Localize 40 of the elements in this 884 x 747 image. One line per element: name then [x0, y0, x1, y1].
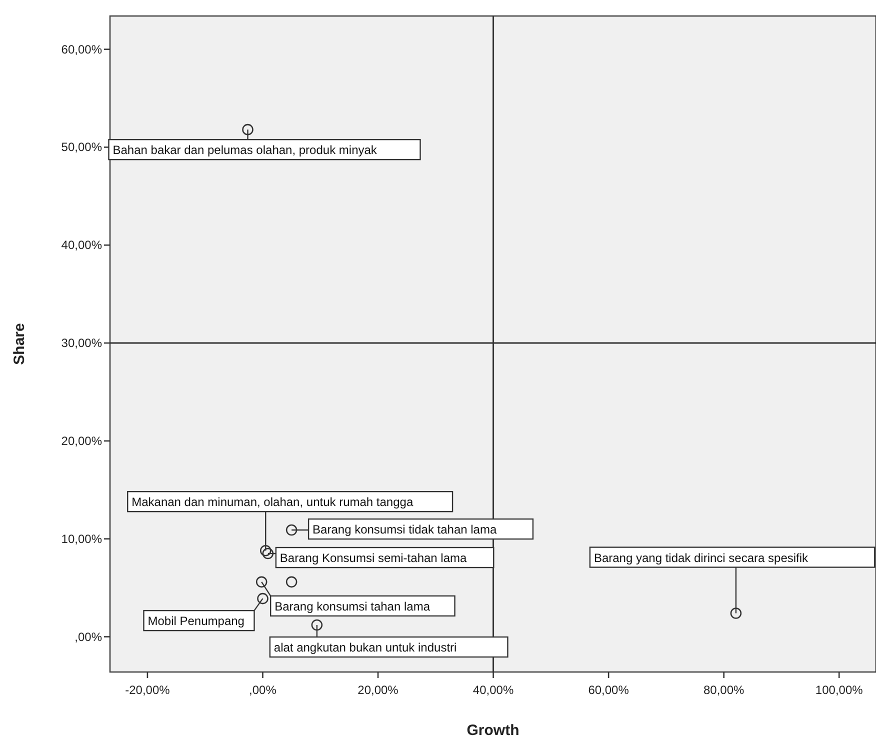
- x-tick-label: ,00%: [249, 683, 277, 697]
- y-tick-label: 20,00%: [61, 434, 102, 448]
- callout: Bahan bakar dan pelumas olahan, produk minyak: [108, 130, 421, 160]
- annotation: Barang Konsumsi semi-tahan lama: [280, 551, 468, 566]
- y-tick-label: 50,00%: [61, 140, 102, 154]
- point: [262, 548, 274, 560]
- annotation: Barang yang tidak dirinci secara spesifik: [594, 550, 810, 565]
- y-tick-label: ,00%: [74, 630, 102, 644]
- y-tick-label: 30,00%: [61, 336, 102, 350]
- point: [257, 592, 268, 604]
- point: [242, 124, 254, 136]
- x-tick-label: -20,00%: [125, 683, 170, 697]
- annotation: alat angkutan bukan untuk industri: [274, 640, 457, 655]
- annotation: Bahan bakar dan pelumas olahan, produk minyak: [112, 143, 378, 158]
- y-axis-title: Share: [11, 323, 28, 365]
- point: [286, 524, 298, 536]
- x-tick-label: 60,00%: [588, 683, 630, 697]
- y-tick-label: 10,00%: [61, 532, 102, 546]
- callout: Barang yang tidak dirinci secara spesifik: [589, 546, 876, 614]
- callout: Barang konsumsi tidak tahan lama: [292, 518, 534, 540]
- point: [730, 608, 742, 619]
- callout: Barang konsumsi tahan lama: [261, 582, 456, 617]
- annotation: Barang konsumsi tidak tahan lama: [312, 522, 497, 537]
- x-tick-label: 100,00%: [815, 683, 864, 697]
- callout: alat angkutan bukan untuk industri: [269, 625, 508, 658]
- point: [311, 619, 323, 631]
- x-axis-title: Growth: [466, 722, 520, 739]
- x-tick-label: 40,00%: [472, 683, 514, 697]
- x-tick-label: 80,00%: [703, 683, 745, 697]
- callout: Mobil Penumpang: [143, 598, 264, 632]
- annotation: Barang konsumsi tahan lama: [274, 599, 430, 614]
- callout: Barang Konsumsi semi-tahan lama: [268, 546, 494, 568]
- x-tick-label: 20,00%: [358, 683, 399, 697]
- point: [260, 544, 272, 556]
- annotation: Makanan dan minuman, olahan, untuk rumah tangga: [132, 495, 414, 510]
- y-tick-label: 40,00%: [61, 238, 102, 252]
- point: [256, 576, 268, 588]
- point: [286, 576, 298, 588]
- annotation: Mobil Penumpang: [148, 614, 244, 628]
- y-tick-label: 60,00%: [61, 42, 102, 56]
